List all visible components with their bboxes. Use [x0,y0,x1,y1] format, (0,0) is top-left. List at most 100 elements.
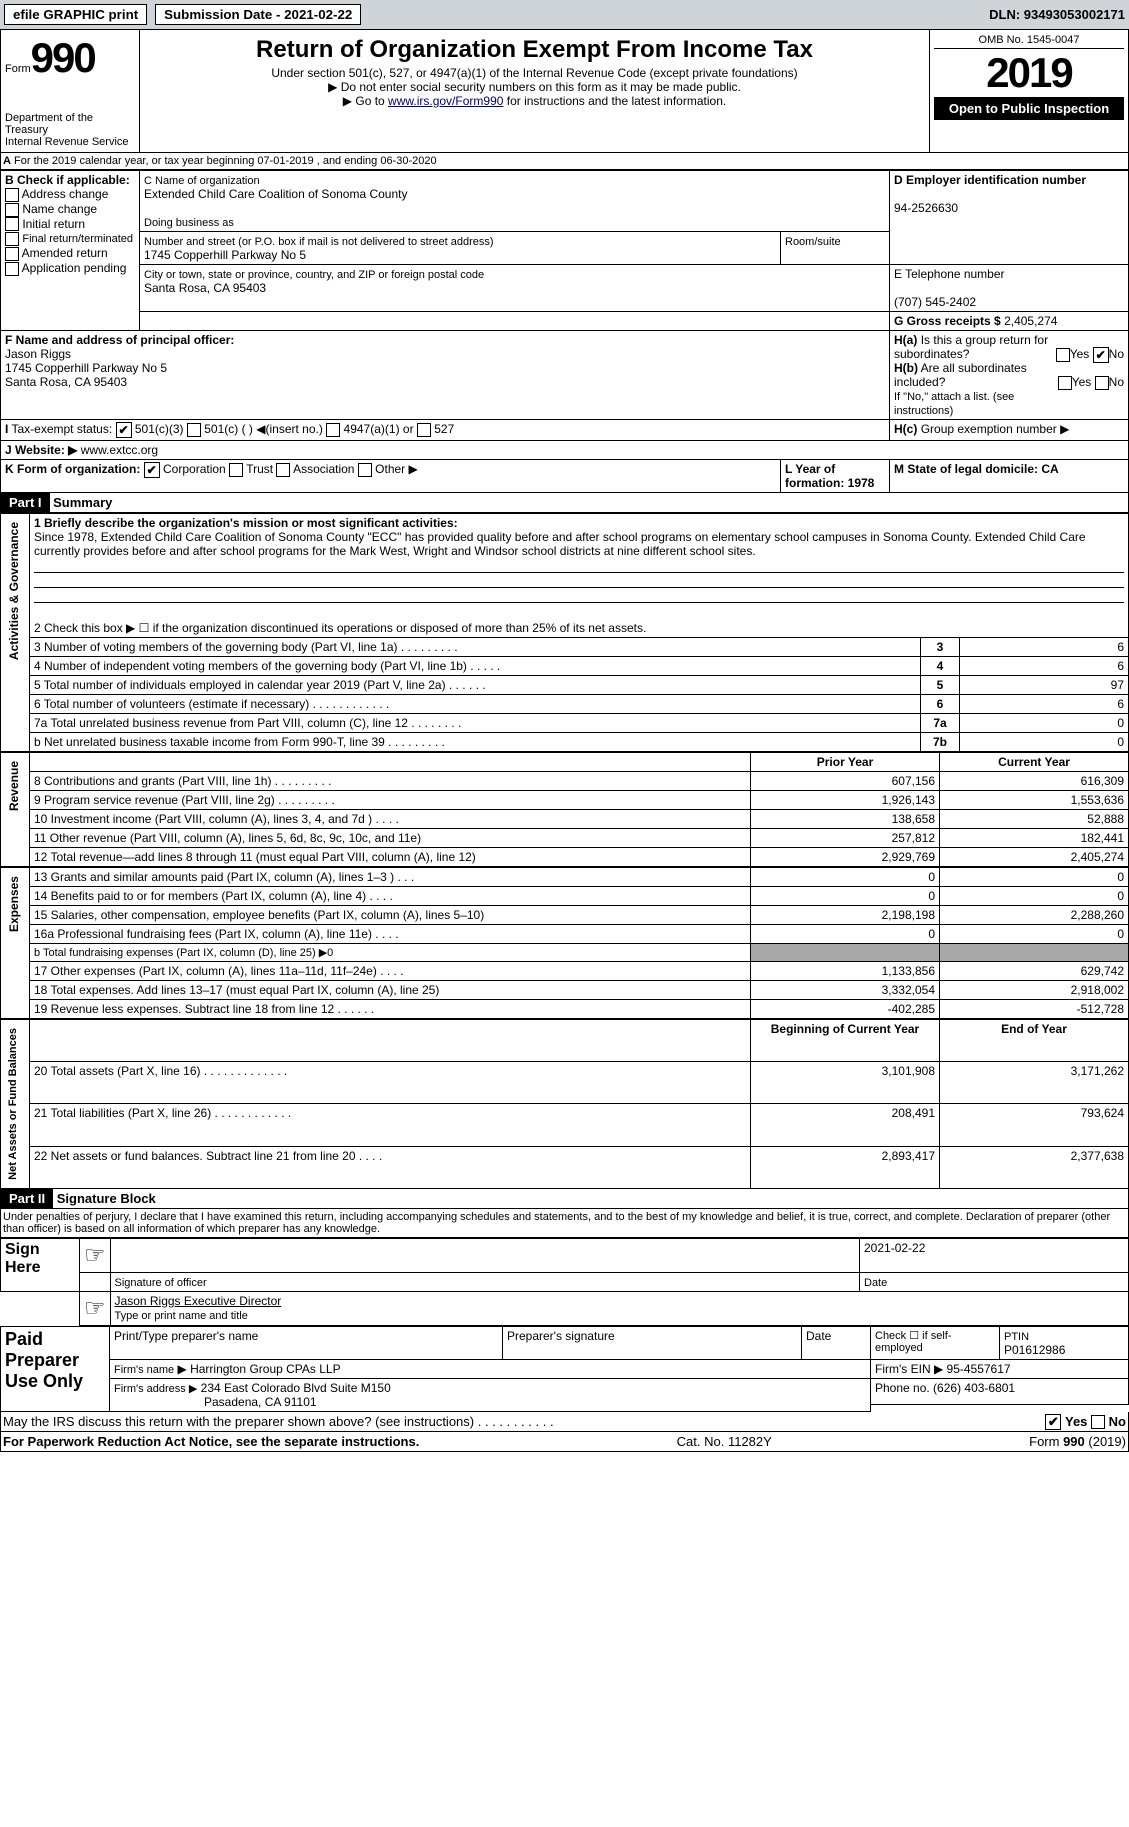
form-org-label: K Form of organization: [5,462,140,476]
tel-value: (707) 545-2402 [894,295,976,309]
addr-label: Number and street (or P.O. box if mail i… [144,236,494,248]
part2-tag: Part II [1,1189,53,1208]
main-title: Return of Organization Exempt From Incom… [144,36,925,64]
line5v: 97 [960,676,1129,695]
state-domicile: M State of legal domicile: CA [894,462,1059,476]
sign-here: Sign Here ☞ 2021-02-22 Signature of offi… [0,1238,1129,1326]
line7b: b Net unrelated business taxable income … [30,733,921,752]
type-name-label: Type or print name and title [115,1310,248,1322]
firm-name-label: Firm's name [114,1364,174,1376]
net-assets-table: Net Assets or Fund Balances Beginning of… [0,1019,1129,1189]
527: 527 [434,422,454,436]
line3: 3 Number of voting members of the govern… [30,638,921,657]
firm-addr: 234 East Colorado Blvd Suite M150 [201,1381,391,1395]
gross-value: 2,405,274 [1004,314,1057,328]
part1-tag: Part I [1,493,50,512]
line16b: b Total fundraising expenses (Part IX, c… [30,944,751,962]
officer-label: F Name and address of principal officer: [5,333,234,347]
website-label: Website: ▶ [15,443,77,457]
line14: 14 Benefits paid to or for members (Part… [30,887,751,906]
line15: 15 Salaries, other compensation, employe… [30,906,751,925]
501c: 501(c) ( ) ◀(insert no.) [204,422,323,436]
subtitle-3a: ▶ Go to [343,94,388,108]
self-employed: Check ☐ if self-employed [871,1326,1000,1359]
line2: 2 Check this box ▶ ☐ if the organization… [30,619,1129,638]
form-footer: Form 990 (2019) [1029,1434,1126,1449]
summary-table: Activities & Governance 1 Briefly descri… [0,513,1129,752]
section-activities: Activities & Governance [5,516,23,666]
expense-table: Expenses 13 Grants and similar amounts p… [0,867,1129,1019]
may-discuss: May the IRS discuss this return with the… [0,1412,1129,1432]
line11: 11 Other revenue (Part VIII, column (A),… [30,829,751,848]
paid-preparer: Paid Preparer Use Only Print/Type prepar… [0,1326,1129,1412]
irs-link[interactable]: www.irs.gov/Form990 [388,94,503,108]
line8: 8 Contributions and grants (Part VIII, l… [30,772,751,791]
subtitle-1: Under section 501(c), 527, or 4947(a)(1)… [144,66,925,80]
prep-date-label: Date [802,1326,871,1359]
line9: 9 Program service revenue (Part VIII, li… [30,791,751,810]
submission-button[interactable]: Submission Date - 2021-02-22 [155,4,361,25]
cb-amended: Amended return [22,246,108,260]
tel-label: E Telephone number [894,267,1005,281]
ein-value: 94-2526630 [894,201,958,215]
mission-text: Since 1978, Extended Child Care Coalitio… [34,530,1086,558]
part2-name: Signature Block [57,1191,156,1206]
year-cell: OMB No. 1545-0047 2019 Open to Public In… [930,30,1128,152]
cat-no: Cat. No. 11282Y [677,1434,772,1449]
tax-status-label: Tax-exempt status: [11,422,112,436]
check-applicable: B Check if applicable: [5,173,130,187]
line7av: 0 [960,714,1129,733]
officer-name: Jason Riggs [5,347,71,361]
mission-label: 1 Briefly describe the organization's mi… [34,516,458,530]
col-begin: Beginning of Current Year [751,1020,940,1062]
line12: 12 Total revenue—add lines 8 through 11 … [30,848,751,867]
subtitle-2: ▶ Do not enter social security numbers o… [328,80,741,94]
date-label: Date [864,1277,887,1289]
revenue-table: Revenue Prior YearCurrent Year 8 Contrib… [0,752,1129,867]
line22: 22 Net assets or fund balances. Subtract… [30,1146,751,1188]
line18: 18 Total expenses. Add lines 13–17 (must… [30,981,751,1000]
year-formation: L Year of formation: 1978 [785,462,874,490]
omb-number: OMB No. 1545-0047 [934,34,1124,49]
line7a: 7a Total unrelated business revenue from… [30,714,921,733]
ptin-value: P01612986 [1004,1343,1065,1357]
firm-ein: Firm's EIN ▶ 95-4557617 [871,1359,1129,1378]
col-current: Current Year [940,753,1129,772]
cb-name: Name change [22,202,97,216]
prep-sig-label: Preparer's signature [502,1326,801,1359]
open-public: Open to Public Inspection [934,97,1124,120]
officer-city: Santa Rosa, CA 95403 [5,375,127,389]
line6: 6 Total number of volunteers (estimate i… [30,695,921,714]
line21: 21 Total liabilities (Part X, line 26) .… [30,1104,751,1146]
line7bv: 0 [960,733,1129,752]
cb-initial: Initial return [22,217,85,231]
entity-block: B Check if applicable: Address change Na… [0,170,1129,493]
hb-note: If "No," attach a list. (see instruction… [894,391,1014,417]
paperwork: For Paperwork Reduction Act Notice, see … [3,1434,419,1449]
gross-label: G Gross receipts $ [894,314,1001,328]
line13: 13 Grants and similar amounts paid (Part… [30,868,751,887]
officer-sig-name: Jason Riggs Executive Director [115,1294,282,1308]
subtitle-3b: for instructions and the latest informat… [503,94,726,108]
officer-addr: 1745 Copperhill Parkway No 5 [5,361,167,375]
prep-name-label: Print/Type preparer's name [110,1326,503,1359]
line5: 5 Total number of individuals employed i… [30,676,921,695]
line10: 10 Investment income (Part VIII, column … [30,810,751,829]
hc-label: Group exemption number ▶ [921,422,1070,436]
firm-addr-label: Firm's address ▶ [114,1383,197,1395]
header-title: Return of Organization Exempt From Incom… [140,30,930,152]
section-expenses: Expenses [5,870,23,938]
declaration: Under penalties of perjury, I declare th… [0,1209,1129,1238]
tax-year: 2019 [934,49,1124,97]
form-990: 990 [31,34,95,81]
tax-year-line: A For the 2019 calendar year, or tax yea… [0,153,1129,170]
sign-date: 2021-02-22 [860,1238,1129,1272]
firm-name: ▶ Harrington Group CPAs LLP [178,1362,341,1376]
sign-here-label: Sign Here [1,1238,80,1291]
ein-label: D Employer identification number [894,173,1086,187]
cb-address: Address change [22,187,109,201]
street-addr: 1745 Copperhill Parkway No 5 [144,248,306,262]
line19: 19 Revenue less expenses. Subtract line … [30,1000,751,1019]
dba-label: Doing business as [144,217,234,229]
efile-button[interactable]: efile GRAPHIC print [4,4,147,25]
